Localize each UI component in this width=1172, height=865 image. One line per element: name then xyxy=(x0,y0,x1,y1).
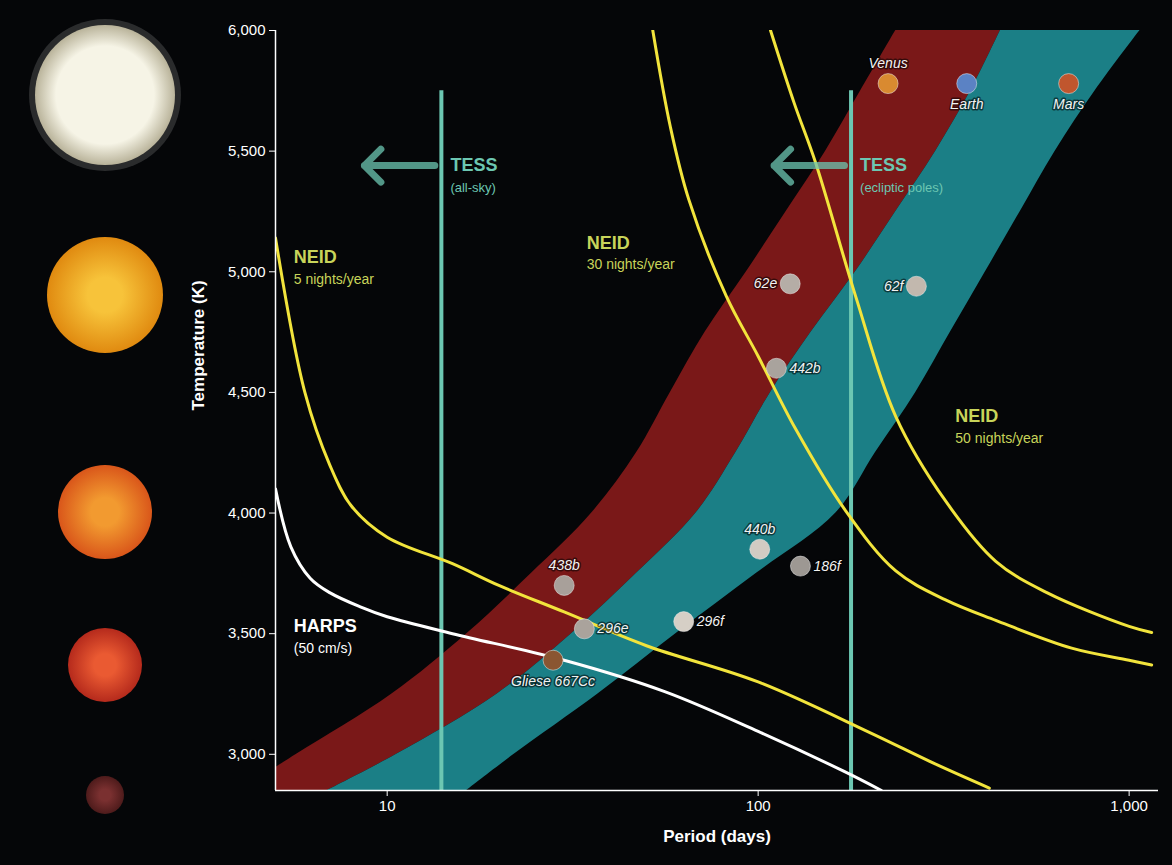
svg-text:Gliese 667Cc: Gliese 667Cc xyxy=(511,673,595,689)
svg-text:296e: 296e xyxy=(596,620,628,636)
svg-text:Mars: Mars xyxy=(1053,96,1084,112)
svg-text:NEID: NEID xyxy=(955,406,998,426)
svg-text:5,500: 5,500 xyxy=(228,142,266,159)
svg-text:62f: 62f xyxy=(884,278,906,294)
svg-text:442b: 442b xyxy=(789,360,820,376)
svg-text:3,500: 3,500 xyxy=(228,624,266,641)
svg-text:50 nights/year: 50 nights/year xyxy=(955,430,1043,446)
svg-text:(all-sky): (all-sky) xyxy=(450,180,496,195)
svg-text:5,000: 5,000 xyxy=(228,263,266,280)
svg-text:Earth: Earth xyxy=(950,96,984,112)
svg-text:296f: 296f xyxy=(696,613,726,629)
svg-text:NEID: NEID xyxy=(587,233,630,253)
svg-text:100: 100 xyxy=(746,797,771,814)
svg-text:Period (days): Period (days) xyxy=(663,827,771,846)
svg-text:Venus: Venus xyxy=(868,55,907,71)
svg-text:6,000: 6,000 xyxy=(228,21,266,38)
svg-text:TESS: TESS xyxy=(450,155,497,175)
svg-text:HARPS: HARPS xyxy=(294,616,357,636)
svg-text:30 nights/year: 30 nights/year xyxy=(587,256,675,272)
svg-text:4,000: 4,000 xyxy=(228,504,266,521)
svg-text:1,000: 1,000 xyxy=(1110,797,1148,814)
svg-text:3,000: 3,000 xyxy=(228,745,266,762)
svg-text:440b: 440b xyxy=(744,521,775,537)
svg-text:438b: 438b xyxy=(549,557,580,573)
svg-text:10: 10 xyxy=(379,797,396,814)
svg-text:186f: 186f xyxy=(813,558,842,574)
svg-text:5 nights/year: 5 nights/year xyxy=(294,271,374,287)
svg-text:(ecliptic poles): (ecliptic poles) xyxy=(860,180,943,195)
svg-text:Temperature (K): Temperature (K) xyxy=(189,280,208,410)
svg-text:TESS: TESS xyxy=(860,155,907,175)
svg-text:NEID: NEID xyxy=(294,247,337,267)
svg-text:(50 cm/s): (50 cm/s) xyxy=(294,640,352,656)
svg-text:62e: 62e xyxy=(754,275,778,291)
svg-text:4,500: 4,500 xyxy=(228,383,266,400)
